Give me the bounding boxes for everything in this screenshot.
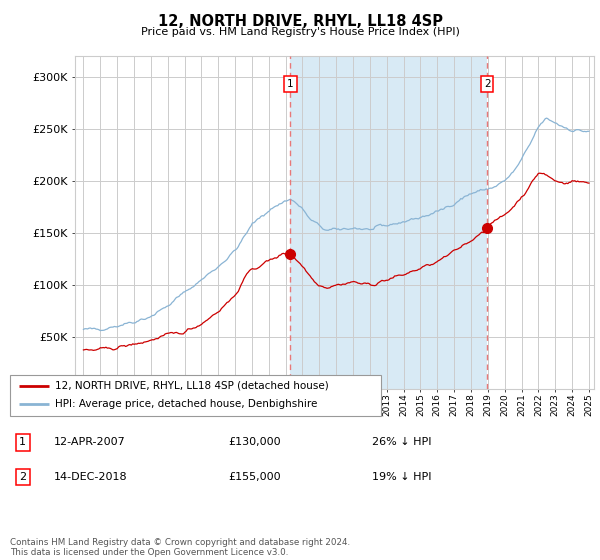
Text: 19% ↓ HPI: 19% ↓ HPI	[372, 472, 431, 482]
Text: 12-APR-2007: 12-APR-2007	[54, 437, 126, 447]
Text: 2: 2	[484, 80, 490, 90]
Text: HPI: Average price, detached house, Denbighshire: HPI: Average price, detached house, Denb…	[55, 399, 317, 409]
Text: £155,000: £155,000	[228, 472, 281, 482]
Text: Price paid vs. HM Land Registry's House Price Index (HPI): Price paid vs. HM Land Registry's House …	[140, 27, 460, 37]
Text: 1: 1	[287, 80, 293, 90]
FancyBboxPatch shape	[10, 375, 381, 416]
Text: 1: 1	[19, 437, 26, 447]
Text: 12, NORTH DRIVE, RHYL, LL18 4SP: 12, NORTH DRIVE, RHYL, LL18 4SP	[157, 14, 443, 29]
Bar	[290, 56, 487, 389]
Text: Contains HM Land Registry data © Crown copyright and database right 2024.
This d: Contains HM Land Registry data © Crown c…	[10, 538, 350, 557]
Text: £130,000: £130,000	[228, 437, 281, 447]
Text: 12, NORTH DRIVE, RHYL, LL18 4SP (detached house): 12, NORTH DRIVE, RHYL, LL18 4SP (detache…	[55, 381, 328, 391]
Text: 26% ↓ HPI: 26% ↓ HPI	[372, 437, 431, 447]
Text: 14-DEC-2018: 14-DEC-2018	[54, 472, 128, 482]
Text: 2: 2	[19, 472, 26, 482]
